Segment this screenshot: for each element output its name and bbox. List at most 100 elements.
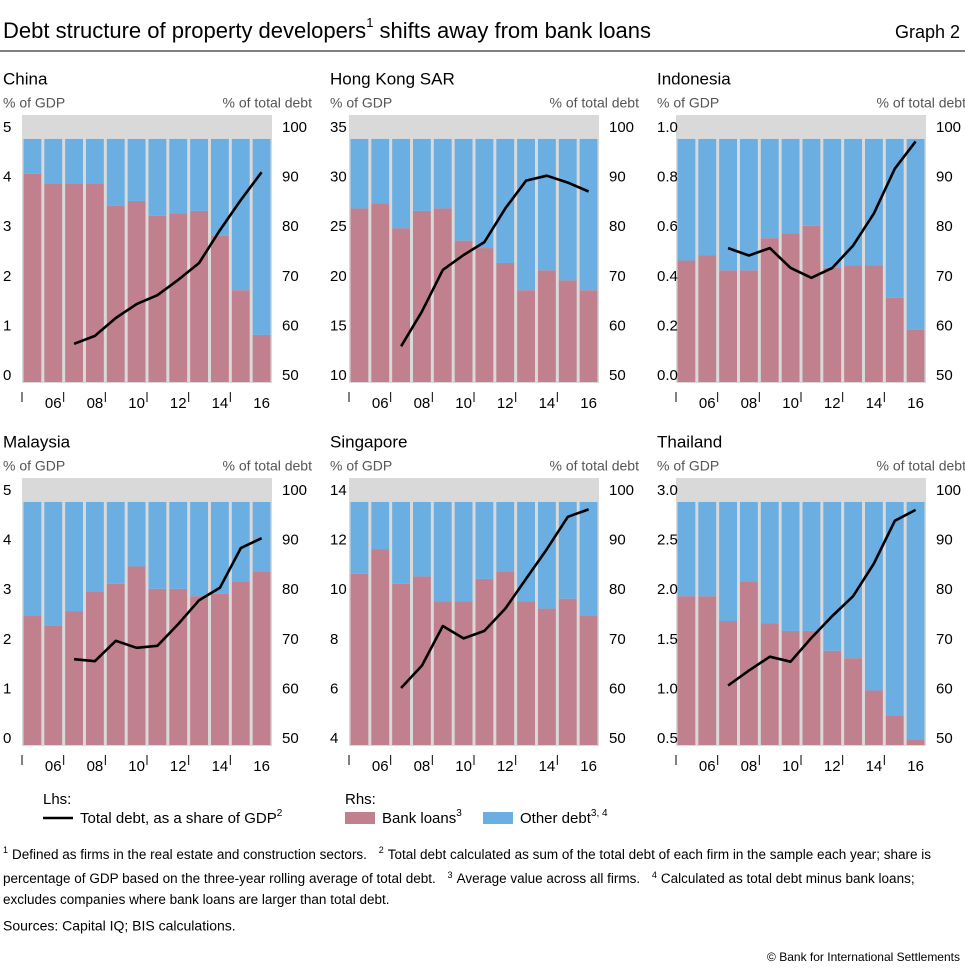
- y2-axis-label: % of total debt: [876, 95, 965, 111]
- bar-segment: [350, 138, 369, 209]
- y-tick-label: 8: [330, 631, 338, 648]
- bar-segment: [169, 588, 188, 745]
- footnotes: 1 Defined as firms in the real estate and…: [3, 840, 961, 910]
- legend-heading: Rhs:: [345, 791, 376, 808]
- x-tick-label: 10: [455, 758, 472, 775]
- y2-axis-label: % of total debt: [549, 95, 639, 111]
- y-tick-label: 5: [3, 482, 11, 499]
- line: [727, 140, 917, 280]
- plot-background: [22, 478, 272, 746]
- bar-segment: [350, 501, 369, 574]
- bar-segment: [906, 138, 925, 330]
- y2-tick-label: 60: [282, 680, 299, 697]
- plot-background: [349, 478, 599, 746]
- bar-segment: [190, 210, 208, 382]
- x-tick-label: 12: [497, 395, 514, 412]
- bar-segment: [231, 290, 250, 382]
- legend-entry: Total debt, as a share of GDP2: [80, 808, 283, 827]
- x-tick-label: 06: [372, 395, 389, 412]
- y-tick-label: 6: [330, 680, 338, 697]
- y2-tick-label: 70: [936, 631, 953, 648]
- y2-axis-label: % of total debt: [222, 95, 312, 111]
- bar-segment: [433, 208, 452, 382]
- y2-tick-label: 70: [282, 631, 299, 648]
- x-tick-label: 14: [866, 758, 883, 775]
- y2-tick-label: 80: [282, 581, 299, 598]
- bar-segment: [392, 583, 410, 745]
- bar-segment: [86, 183, 104, 382]
- bar-segment: [65, 138, 83, 184]
- bar-segment: [350, 208, 369, 382]
- bar-segment: [413, 210, 431, 382]
- y-tick-label: 2.5: [657, 532, 678, 549]
- x-tick-label: 14: [866, 395, 883, 412]
- x-tick-label: 06: [45, 395, 62, 412]
- x-tick-label: 08: [87, 758, 104, 775]
- bar-segment: [231, 501, 250, 582]
- line: [73, 537, 263, 663]
- bar-segment: [760, 501, 779, 624]
- y-tick-label: 2: [3, 268, 11, 285]
- bar-segment: [23, 616, 42, 745]
- bar-segment: [579, 138, 598, 291]
- panel-title: Indonesia: [657, 69, 731, 88]
- bar-segment: [371, 138, 390, 204]
- bar-segment: [106, 138, 125, 206]
- y2-tick-label: 70: [609, 631, 626, 648]
- bar-segment: [865, 690, 883, 745]
- footnote-number: 3: [447, 869, 453, 880]
- x-tick-label: 12: [170, 395, 187, 412]
- bar-segment: [844, 658, 862, 745]
- y-tick-label: 3: [3, 218, 11, 235]
- y2-tick-label: 100: [282, 119, 307, 136]
- x-tick-label: 08: [87, 395, 104, 412]
- copyright: © Bank for International Settlements: [767, 950, 960, 964]
- bar-segment: [517, 601, 535, 745]
- bar-segment: [65, 183, 83, 382]
- bar-segment: [454, 240, 473, 382]
- y2-tick-label: 90: [609, 532, 626, 549]
- bar-segment: [169, 501, 188, 589]
- footnote-text: Defined as firms in the real estate and …: [12, 846, 367, 862]
- panel-title: China: [3, 69, 48, 88]
- bar-segment: [86, 138, 104, 184]
- y-tick-label: 0.4: [657, 268, 678, 285]
- bar-segment: [823, 650, 842, 745]
- bar-segment: [698, 501, 717, 597]
- y2-axis-label: % of total debt: [876, 458, 965, 474]
- y2-tick-label: 80: [609, 581, 626, 598]
- panel-title: Malaysia: [3, 432, 71, 451]
- y-tick-label: 1.0: [657, 680, 678, 697]
- x-tick-label: 12: [824, 758, 841, 775]
- y-tick-label: 14: [330, 482, 347, 499]
- legend-swatch: [345, 812, 375, 824]
- bar-segment: [127, 501, 146, 567]
- y2-tick-label: 100: [282, 482, 307, 499]
- bar-segment: [392, 228, 410, 382]
- bar-segment: [86, 501, 104, 592]
- y-tick-label: 1: [3, 317, 11, 334]
- line: [399, 174, 590, 347]
- bar-segment: [454, 501, 473, 602]
- bar-segment: [781, 233, 800, 382]
- y-axis-label: % of GDP: [330, 458, 392, 474]
- bar-segment: [190, 138, 208, 211]
- y2-tick-label: 100: [609, 482, 634, 499]
- y2-tick-label: 90: [936, 532, 953, 549]
- bar-segment: [252, 501, 271, 572]
- x-tick-label: 16: [253, 758, 270, 775]
- bar-segment: [475, 578, 494, 745]
- legend-entry: Bank loans3: [382, 808, 462, 827]
- x-tick-label: 08: [741, 395, 758, 412]
- y2-tick-label: 100: [936, 119, 961, 136]
- bar-segment: [719, 270, 737, 382]
- y2-tick-label: 90: [282, 532, 299, 549]
- bar-segment: [677, 501, 696, 597]
- line: [400, 508, 590, 689]
- bar-segment: [802, 501, 821, 631]
- bar-segment: [106, 583, 125, 745]
- y2-tick-label: 60: [609, 317, 626, 334]
- bar-segment: [885, 297, 904, 382]
- x-tick-label: 16: [907, 395, 924, 412]
